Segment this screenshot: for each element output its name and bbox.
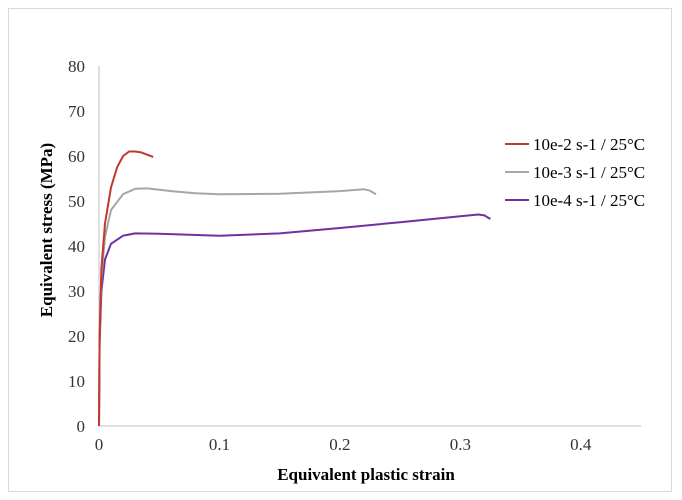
x-axis-title: Equivalent plastic strain bbox=[277, 465, 455, 484]
series-line bbox=[98, 187, 377, 427]
y-tick-labels: 0 10 20 30 40 50 60 70 80 bbox=[68, 57, 85, 436]
legend-label: 10e-2 s-1 / 25°C bbox=[533, 135, 645, 154]
series-line bbox=[98, 213, 491, 427]
x-tick-label: 0.3 bbox=[450, 435, 471, 454]
y-tick-label: 50 bbox=[68, 192, 85, 211]
x-tick-label: 0.4 bbox=[570, 435, 592, 454]
y-tick-label: 30 bbox=[68, 282, 85, 301]
chart-frame bbox=[8, 8, 672, 492]
legend-label: 10e-3 s-1 / 25°C bbox=[533, 163, 645, 182]
y-tick-label: 70 bbox=[68, 102, 85, 121]
y-tick-label: 10 bbox=[68, 372, 85, 391]
legend-label: 10e-4 s-1 / 25°C bbox=[533, 191, 645, 210]
y-tick-label: 80 bbox=[68, 57, 85, 76]
y-tick-label: 20 bbox=[68, 327, 85, 346]
series-line bbox=[98, 150, 154, 427]
y-axis-title: Equivalent stress (MPa) bbox=[37, 143, 56, 317]
y-tick-label: 40 bbox=[68, 237, 85, 256]
y-tick-label: 60 bbox=[68, 147, 85, 166]
x-tick-label: 0.1 bbox=[209, 435, 230, 454]
x-tick-label: 0.2 bbox=[329, 435, 350, 454]
series-lines bbox=[98, 150, 491, 427]
legend: 10e-2 s-1 / 25°C 10e-3 s-1 / 25°C 10e-4 s-… bbox=[505, 135, 645, 210]
x-tick-labels: 0 0.1 0.2 0.3 0.4 bbox=[95, 435, 592, 454]
axes bbox=[98, 66, 641, 427]
y-tick-label: 0 bbox=[77, 417, 86, 436]
x-tick-label: 0 bbox=[95, 435, 104, 454]
